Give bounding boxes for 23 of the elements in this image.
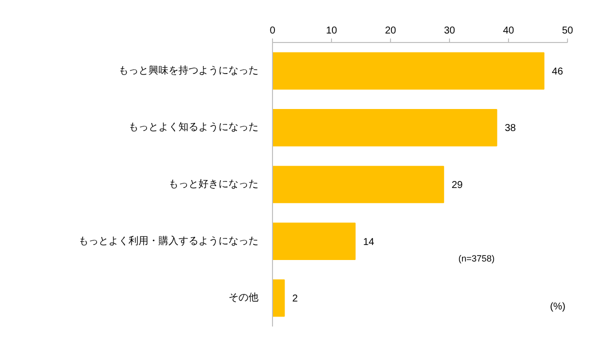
bar (272, 52, 544, 90)
data-label: 2 (292, 294, 298, 305)
annotation: (n=3758) (458, 253, 495, 264)
data-label: 29 (452, 180, 464, 191)
y-tick-label: その他 (228, 292, 258, 304)
y-tick-label: もっとよく知るようになった (128, 121, 258, 134)
x-tick-label: 10 (326, 26, 338, 36)
y-tick-label: もっとよく利用・購入するようになった (78, 234, 258, 247)
x-tick-label: 0 (270, 26, 276, 36)
y-tick-label: もっと興味を持つようになった (118, 64, 258, 76)
bar (272, 166, 444, 204)
x-tick-label: 30 (444, 26, 456, 36)
data-label: 38 (504, 123, 516, 134)
bar (272, 222, 356, 260)
data-label: 46 (552, 66, 564, 78)
bar (272, 109, 498, 146)
x-tick-label: 50 (562, 26, 574, 36)
x-tick-label: 20 (384, 26, 396, 36)
y-tick-label: もっと好きになった (168, 179, 258, 190)
x-tick-label: 40 (502, 26, 514, 36)
x-axis-title: (%) (550, 302, 566, 312)
data-label: 14 (363, 236, 375, 248)
bar (272, 279, 285, 317)
